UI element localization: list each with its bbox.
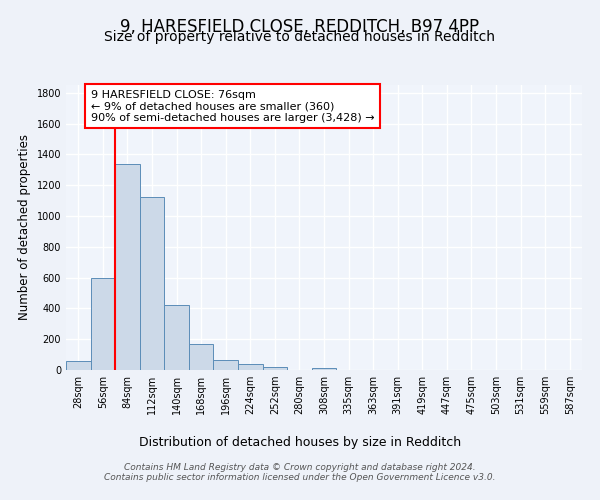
Bar [189,344,214,370]
Bar [164,306,189,370]
Bar [263,367,287,370]
Text: Distribution of detached houses by size in Redditch: Distribution of detached houses by size … [139,436,461,449]
Text: Size of property relative to detached houses in Redditch: Size of property relative to detached ho… [104,30,496,44]
Bar [140,198,164,370]
Text: 9 HARESFIELD CLOSE: 76sqm
← 9% of detached houses are smaller (360)
90% of semi-: 9 HARESFIELD CLOSE: 76sqm ← 9% of detach… [91,90,374,123]
Y-axis label: Number of detached properties: Number of detached properties [18,134,31,320]
Bar [66,361,91,370]
Bar [312,368,336,370]
Bar [91,278,115,370]
Bar [238,364,263,370]
Text: Contains HM Land Registry data © Crown copyright and database right 2024.
Contai: Contains HM Land Registry data © Crown c… [104,463,496,482]
Bar [214,360,238,370]
Bar [115,164,140,370]
Text: 9, HARESFIELD CLOSE, REDDITCH, B97 4PP: 9, HARESFIELD CLOSE, REDDITCH, B97 4PP [121,18,479,36]
